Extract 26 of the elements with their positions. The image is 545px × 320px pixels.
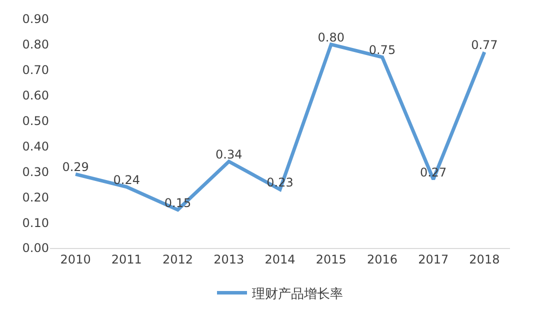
y-tick-label: 0.80 [22,38,49,52]
x-tick-label: 2012 [162,252,194,266]
y-tick-label: 0.40 [22,139,49,154]
y-tick-label: 0.10 [22,216,49,230]
data-label: 0.29 [62,160,89,174]
data-label: 0.80 [318,30,344,44]
y-tick-label: 0.90 [22,12,49,26]
y-tick-label: 0.70 [22,63,49,78]
data-label: 0.75 [368,43,396,58]
data-label: 0.77 [471,38,498,52]
y-tick-label: 0.00 [22,241,49,256]
legend-label: 理财产品增长率 [252,286,343,302]
x-tick-label: 2016 [366,252,398,266]
y-tick-label: 0.30 [22,164,49,179]
x-tick-label: 2018 [469,252,500,266]
y-tick-label: 0.20 [22,190,49,204]
x-tick-label: 2011 [111,252,142,266]
x-tick-label: 2010 [60,252,91,266]
y-tick-label: 0.60 [22,88,49,103]
data-label: 0.34 [216,147,242,162]
x-tick-label: 2015 [316,252,346,266]
data-label: 0.24 [113,172,140,187]
y-tick-label: 0.50 [22,114,49,128]
x-tick-label: 2017 [418,252,449,266]
x-tick-label: 2014 [264,252,296,266]
x-tick-label: 2013 [214,252,244,266]
